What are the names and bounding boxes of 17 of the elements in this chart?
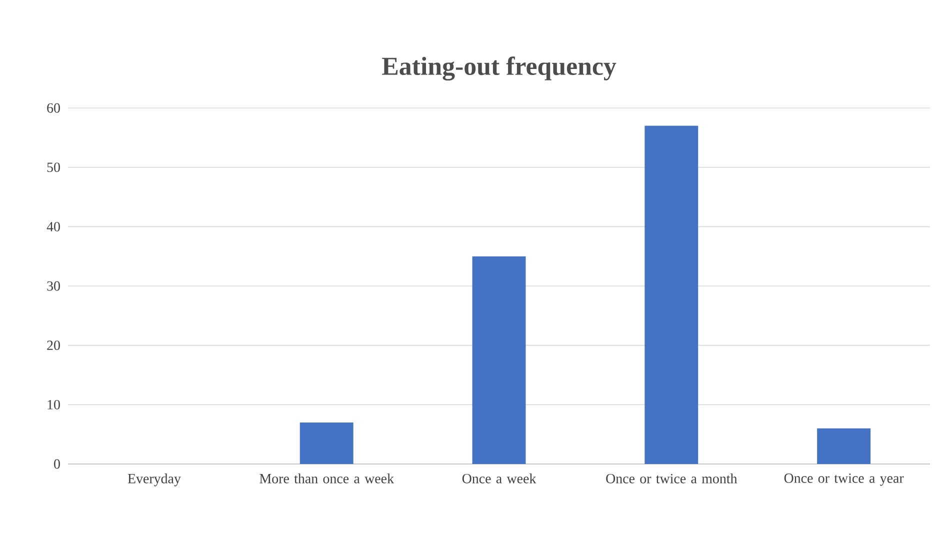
- y-tick-label: 20: [47, 340, 60, 350]
- chart-title: Eating-out frequency: [382, 56, 616, 81]
- x-tick-label: Everyday: [128, 474, 181, 486]
- y-tick-label: 0: [54, 459, 60, 469]
- y-tick-label: 60: [47, 103, 60, 113]
- y-tick-label: 10: [48, 400, 60, 410]
- x-tick-label: More than once a week: [260, 474, 394, 484]
- y-tick-label: 50: [47, 162, 60, 172]
- x-tick-label: Once or twice a month: [606, 474, 738, 484]
- y-tick-label: 30: [47, 281, 60, 291]
- bar: [300, 422, 354, 464]
- x-tick-label: Once or twice a year: [784, 474, 904, 486]
- y-tick-label: 40: [46, 222, 60, 232]
- bar: [472, 256, 526, 464]
- bar: [644, 126, 698, 464]
- bar: [817, 428, 871, 464]
- x-tick-label: Once a week: [462, 474, 536, 484]
